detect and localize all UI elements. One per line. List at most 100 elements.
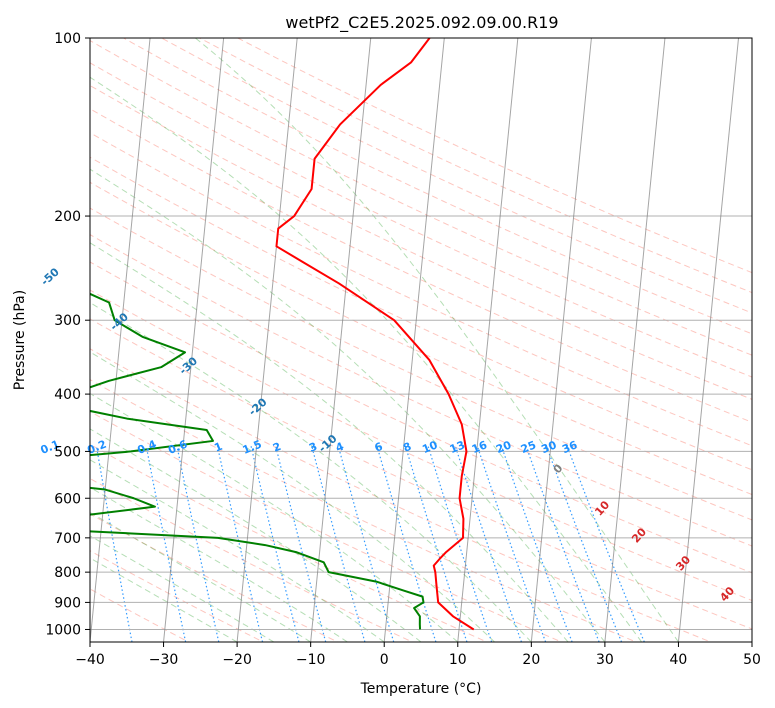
moist-adiabat-line bbox=[90, 242, 569, 642]
y-tick-label: 500 bbox=[54, 444, 81, 460]
moist-adiabat-line bbox=[90, 76, 643, 642]
dry-adiabat-line bbox=[90, 156, 752, 471]
mixing-ratio-label: 2 bbox=[271, 440, 283, 455]
chart-title: wetPf2_C2E5.2025.092.09.00.R19 bbox=[285, 13, 558, 33]
moist-adiabat-line bbox=[90, 511, 311, 642]
isotherm-line bbox=[383, 38, 445, 642]
x-tick-label: 40 bbox=[670, 652, 688, 668]
dry-adiabat-line bbox=[90, 207, 752, 521]
mixing-ratio-line bbox=[311, 446, 366, 642]
dry-adiabat-line bbox=[90, 588, 190, 642]
dry-adiabat-line bbox=[90, 348, 713, 642]
mixing-ratio-line bbox=[250, 446, 300, 642]
mixing-ratio-label: 16 bbox=[470, 438, 489, 456]
y-tick-label: 700 bbox=[54, 531, 81, 547]
mixing-ratio-line bbox=[95, 446, 133, 642]
x-axis: −40 −30 −20 −10 0 10 20 30 40 50 bbox=[75, 642, 761, 668]
x-tick-label: 30 bbox=[596, 652, 614, 668]
mixing-ratio-label: 25 bbox=[519, 438, 538, 456]
dry-adiabat-line bbox=[123, 38, 752, 335]
plot-frame bbox=[89, 37, 753, 643]
dry-adiabat-line bbox=[90, 261, 752, 574]
x-tick-label: 0 bbox=[380, 652, 389, 668]
dry-adiabat-line bbox=[90, 108, 752, 423]
theta-e-label: 40 bbox=[717, 584, 737, 604]
mixing-ratio-line bbox=[145, 446, 187, 642]
mixing-ratio-line bbox=[404, 446, 468, 642]
theta-e-label: 20 bbox=[629, 525, 649, 545]
mixing-ratio-line bbox=[545, 446, 623, 642]
mixing-ratio-label: 4 bbox=[334, 440, 346, 455]
mixing-ratio-line bbox=[376, 446, 437, 642]
y-axis-label: Pressure (hPa) bbox=[12, 290, 28, 390]
y-tick-label: 1000 bbox=[45, 622, 81, 638]
profiles bbox=[90, 38, 475, 631]
mixing-ratio-label: 0.4 bbox=[135, 437, 158, 456]
x-tick-label: 10 bbox=[449, 652, 467, 668]
isotherm-line bbox=[751, 636, 752, 642]
dewpoint-profile-line bbox=[90, 292, 425, 630]
moist-adiabat-line bbox=[90, 392, 459, 642]
isotherm-line bbox=[457, 38, 519, 642]
dry-adiabat-line bbox=[90, 379, 638, 642]
y-tick-label: 300 bbox=[54, 313, 81, 329]
x-axis-label: Temperature (°C) bbox=[360, 681, 482, 697]
mixing-ratio-line bbox=[525, 446, 600, 642]
mixing-ratio-label: 3 bbox=[307, 440, 319, 455]
dry-adiabat-line bbox=[90, 62, 752, 378]
line-labels: -100-90-80-70-60-50-40-30-20-100.10.20.4… bbox=[38, 265, 737, 604]
x-tick-label: −20 bbox=[222, 652, 252, 668]
x-tick-label: 50 bbox=[743, 652, 761, 668]
isotherm-line bbox=[530, 38, 592, 642]
isotherm-label: -40 bbox=[108, 310, 132, 333]
mixing-ratio-label: 1.5 bbox=[241, 438, 264, 457]
isotherm-line bbox=[604, 38, 666, 642]
y-axis: 100 200 300 400 500 600 700 800 900 1000 bbox=[45, 31, 90, 638]
x-tick-label: −40 bbox=[75, 652, 105, 668]
moist-adiabat-line bbox=[90, 302, 532, 642]
y-tick-label: 400 bbox=[54, 387, 81, 403]
isotherm-line bbox=[310, 38, 372, 642]
isotherm-line bbox=[90, 38, 151, 642]
moist-adiabat-line bbox=[90, 428, 422, 642]
x-tick-label: −10 bbox=[296, 652, 326, 668]
y-tick-label: 600 bbox=[54, 491, 81, 507]
dry-adiabat-line bbox=[237, 38, 752, 274]
isotherm-line bbox=[0, 38, 3, 642]
moist-adiabat-line bbox=[90, 459, 385, 642]
y-tick-label: 900 bbox=[54, 595, 81, 611]
x-tick-label: 20 bbox=[522, 652, 540, 668]
mixing-ratio-label: 20 bbox=[494, 438, 513, 456]
dry-adiabat-line bbox=[90, 40, 752, 356]
isotherm-line bbox=[236, 38, 298, 642]
mixing-ratio-label: 10 bbox=[420, 438, 439, 456]
mixing-ratio-line bbox=[476, 446, 547, 642]
mixing-ratio-label: 1 bbox=[212, 440, 224, 455]
background-lines bbox=[90, 38, 752, 642]
mixing-ratio-line bbox=[176, 446, 220, 642]
dry-adiabat-line bbox=[90, 132, 752, 447]
dry-adiabat-line bbox=[161, 38, 752, 314]
dry-adiabat-line bbox=[90, 318, 752, 630]
dry-adiabat-line bbox=[90, 289, 752, 602]
y-tick-label: 100 bbox=[54, 31, 81, 47]
mixing-ratio-line bbox=[454, 446, 523, 642]
mixing-ratio-line bbox=[500, 446, 573, 642]
temperature-profile-line bbox=[275, 38, 475, 631]
dry-adiabat-line bbox=[90, 84, 752, 400]
mixing-ratio-line bbox=[216, 446, 264, 642]
mixing-ratio-line bbox=[275, 446, 327, 642]
dry-adiabat-line bbox=[90, 234, 752, 547]
isotherm-label: -20 bbox=[246, 395, 270, 418]
y-tick-label: 800 bbox=[54, 565, 81, 581]
isotherm-line bbox=[163, 38, 225, 642]
mixing-ratio-line bbox=[566, 446, 645, 642]
mixing-ratio-label: 30 bbox=[539, 438, 558, 456]
isotherms bbox=[0, 38, 752, 642]
dry-adiabat-line bbox=[90, 513, 339, 642]
dry-adiabat-line bbox=[90, 550, 265, 642]
dry-adiabat-line bbox=[90, 477, 414, 642]
mixing-ratio-label: 13 bbox=[448, 438, 467, 456]
moist-adiabat-line bbox=[90, 351, 495, 642]
moist-adiabat-line bbox=[90, 557, 238, 642]
